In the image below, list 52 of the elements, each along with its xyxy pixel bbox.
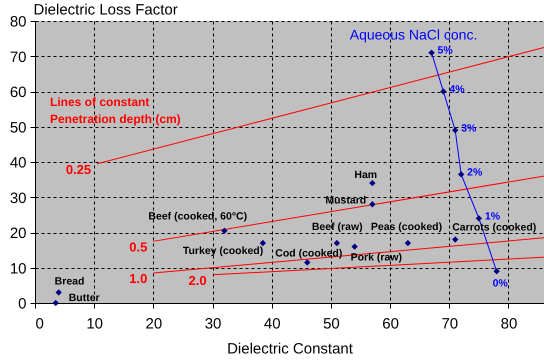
x-tick-label: 40	[264, 316, 281, 332]
annotation: 2%	[467, 166, 483, 178]
y-tick-label: 80	[10, 14, 26, 30]
annotation: Ham	[354, 169, 378, 182]
x-tick-label: 20	[146, 316, 162, 332]
x-tick-label: 30	[204, 316, 222, 332]
annotation: Bread	[54, 275, 84, 288]
point	[221, 228, 228, 234]
series-label: 2.0	[188, 272, 207, 288]
annotation: 3%	[461, 122, 478, 134]
series-label: 1.0	[129, 271, 148, 286]
point	[260, 240, 266, 246]
annotation: Beef (raw)	[312, 221, 363, 234]
annotation: Butter	[68, 292, 100, 304]
annotation: Lines of constant Penetration depth (cm)	[50, 95, 181, 126]
point	[304, 259, 310, 266]
point	[452, 236, 458, 243]
x-tick-label: 70	[441, 316, 458, 332]
y-tick-label: 60	[10, 84, 26, 101]
x-axis-title: Dielectric Constant	[227, 340, 354, 358]
x-tick-label: 50	[323, 316, 340, 332]
series-label: Aqueous NaCl conc.	[350, 26, 478, 43]
x-tick-label: 0	[36, 316, 44, 332]
point	[52, 300, 59, 306]
annotation: 5%	[438, 44, 454, 57]
series-label: 0.25	[66, 162, 92, 177]
annotation: Pork (raw)	[350, 252, 402, 264]
point	[404, 240, 412, 246]
annotation: Beef (cooked, 60°C)	[148, 210, 248, 223]
annotation: Turkey (cooked)	[182, 245, 264, 258]
y-tick-label: 40	[10, 154, 26, 172]
y-tick-label: 70	[10, 48, 26, 66]
y-tick-label: 30	[10, 190, 26, 207]
annotation: Peas (cooked)	[370, 221, 442, 234]
point	[369, 201, 376, 208]
point	[351, 243, 358, 250]
y-axis-title: Dielectric Loss Factor	[34, 2, 178, 18]
annotation: Cod (cooked)	[275, 247, 342, 260]
y-tick-label: 0	[18, 296, 26, 312]
annotation: 1%	[484, 210, 501, 222]
point	[56, 289, 62, 296]
y-tick-label: 50	[10, 119, 26, 136]
point	[369, 180, 376, 186]
x-tick-label: 60	[382, 316, 399, 332]
annotation: 0%	[492, 277, 508, 290]
series-label: 0.5	[129, 239, 148, 254]
x-tick-label: 80	[500, 316, 518, 332]
y-tick-label: 10	[10, 260, 26, 278]
x-tick-label: 10	[86, 316, 104, 332]
y-tick-label: 20	[10, 225, 26, 242]
annotation: Mustard	[325, 194, 366, 206]
point	[334, 240, 340, 246]
